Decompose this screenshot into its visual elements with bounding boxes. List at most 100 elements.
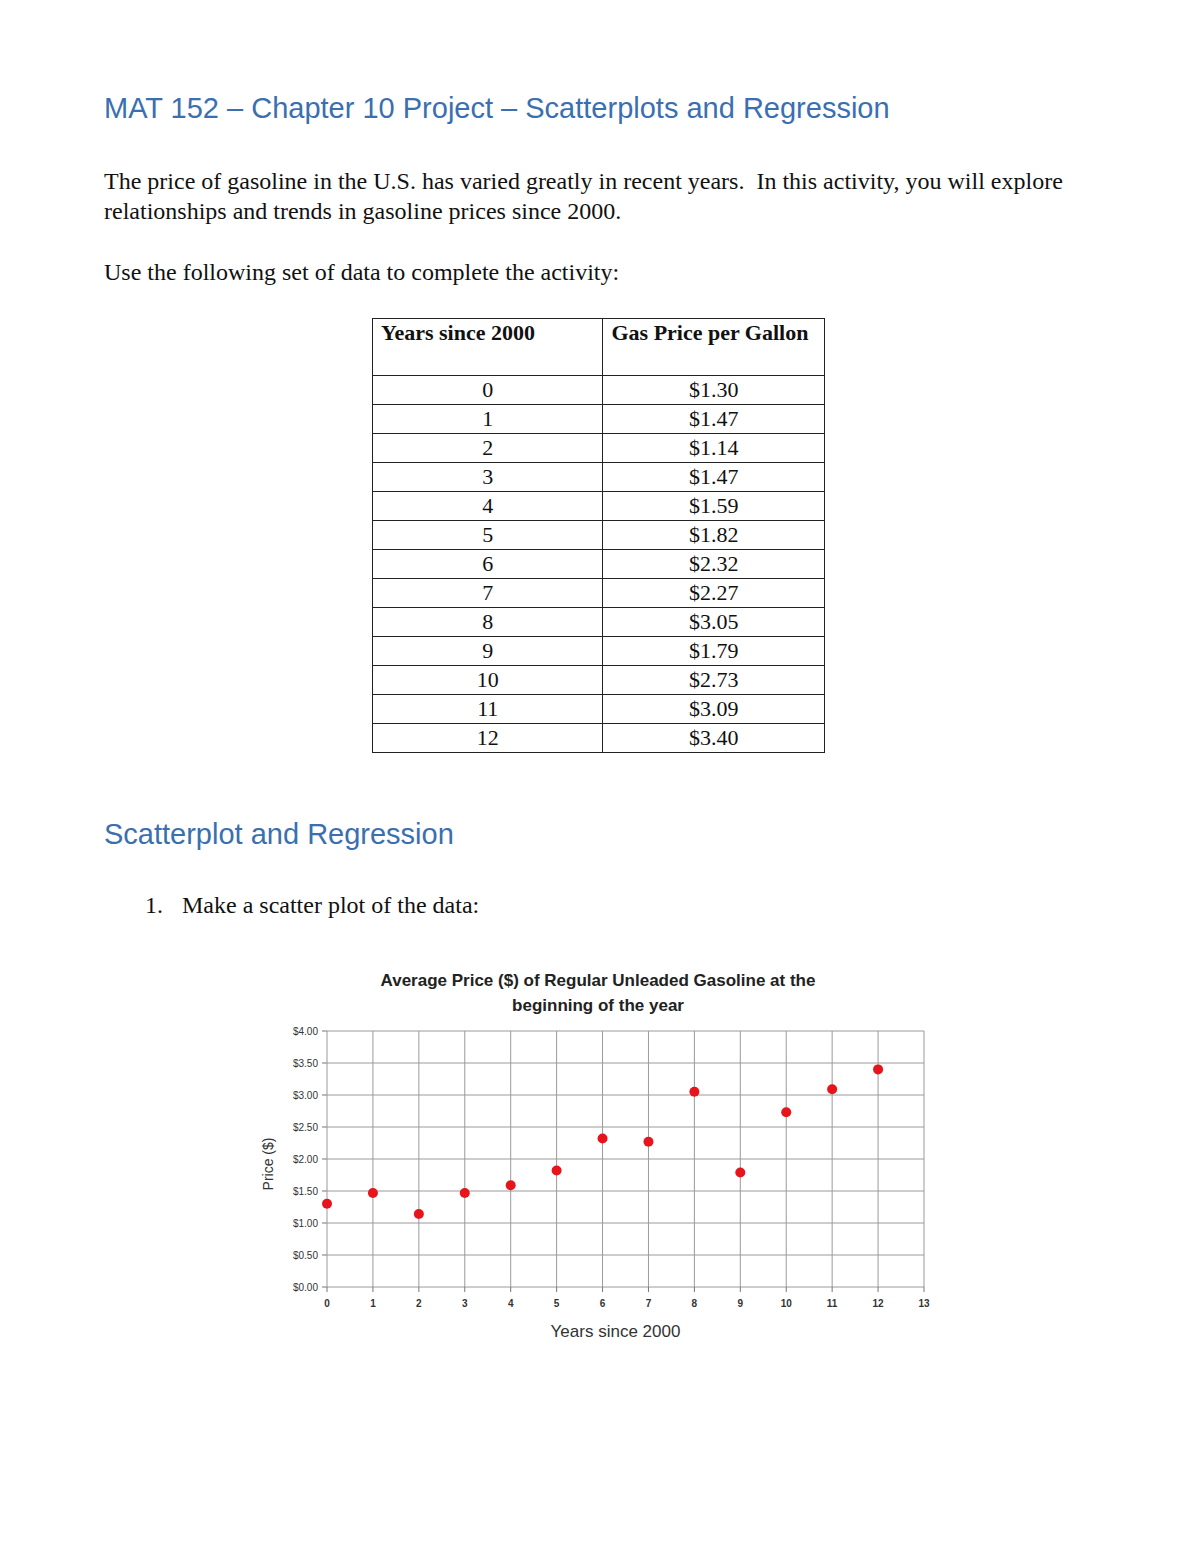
table-row: 11$3.09 bbox=[373, 695, 825, 724]
table-row: 0$1.30 bbox=[373, 376, 825, 405]
y-tick-label: $4.00 bbox=[293, 1026, 318, 1037]
x-tick bbox=[648, 1287, 649, 1292]
table-row: 8$3.05 bbox=[373, 608, 825, 637]
y-tick-label: $3.50 bbox=[293, 1058, 318, 1069]
table-row: 9$1.79 bbox=[373, 637, 825, 666]
table-cell: 11 bbox=[373, 695, 603, 724]
table-row: 4$1.59 bbox=[373, 492, 825, 521]
x-tick-label: 4 bbox=[508, 1298, 514, 1309]
table-row: 2$1.14 bbox=[373, 434, 825, 463]
instruction: Use the following set of data to complet… bbox=[104, 259, 619, 286]
y-tick bbox=[322, 1287, 327, 1288]
y-tick-label: $3.00 bbox=[293, 1090, 318, 1101]
data-point bbox=[873, 1064, 883, 1074]
data-point bbox=[827, 1084, 837, 1094]
x-tick-label: 13 bbox=[918, 1298, 930, 1309]
y-grid-line bbox=[327, 1287, 924, 1288]
x-tick-label: 11 bbox=[827, 1298, 838, 1309]
x-tick bbox=[372, 1287, 373, 1292]
x-grid-line bbox=[556, 1031, 557, 1287]
table-header-row: Years since 2000Gas Price per Gallon bbox=[373, 319, 825, 376]
x-tick-label: 12 bbox=[873, 1298, 885, 1309]
y-tick-label: $0.50 bbox=[293, 1250, 318, 1261]
y-tick bbox=[322, 1063, 327, 1064]
x-tick-label: 7 bbox=[646, 1298, 652, 1309]
x-tick bbox=[464, 1287, 465, 1292]
x-grid-line bbox=[464, 1031, 465, 1287]
table-row: 12$3.40 bbox=[373, 724, 825, 753]
table-row: 3$1.47 bbox=[373, 463, 825, 492]
table-cell: $3.09 bbox=[603, 695, 825, 724]
table-cell: $2.27 bbox=[603, 579, 825, 608]
x-grid-line bbox=[648, 1031, 649, 1287]
table-cell: $1.59 bbox=[603, 492, 825, 521]
x-tick-label: 3 bbox=[462, 1298, 468, 1309]
table-cell: 8 bbox=[373, 608, 603, 637]
table-cell: $1.82 bbox=[603, 521, 825, 550]
y-grid-line bbox=[327, 1191, 924, 1192]
x-tick-label: 1 bbox=[370, 1298, 376, 1309]
question-number: 1. bbox=[145, 892, 163, 919]
x-tick bbox=[418, 1287, 419, 1292]
table-cell: 0 bbox=[373, 376, 603, 405]
table-row: 5$1.82 bbox=[373, 521, 825, 550]
x-tick bbox=[602, 1287, 603, 1292]
y-grid-line bbox=[327, 1063, 924, 1064]
x-grid-line bbox=[602, 1031, 603, 1287]
x-grid-line bbox=[694, 1031, 695, 1287]
y-axis-label: Price ($) bbox=[260, 1138, 276, 1191]
x-tick-label: 8 bbox=[692, 1298, 698, 1309]
question-text: Make a scatter plot of the data: bbox=[182, 892, 479, 919]
table-cell: 2 bbox=[373, 434, 603, 463]
x-tick-label: 10 bbox=[781, 1298, 793, 1309]
y-tick bbox=[322, 1127, 327, 1128]
table-header-cell: Years since 2000 bbox=[373, 319, 603, 376]
y-tick-label: $1.50 bbox=[293, 1186, 318, 1197]
x-tick-label: 9 bbox=[738, 1298, 744, 1309]
x-tick-label: 5 bbox=[554, 1298, 560, 1309]
y-tick bbox=[322, 1031, 327, 1032]
x-tick bbox=[556, 1287, 557, 1292]
points-group bbox=[322, 1064, 883, 1219]
y-tick-label: $1.00 bbox=[293, 1218, 318, 1229]
x-tick bbox=[740, 1287, 741, 1292]
data-point bbox=[552, 1166, 562, 1176]
chart-svg: $0.00$0.50$1.00$1.50$2.00$2.50$3.00$3.50… bbox=[0, 0, 1200, 1547]
data-point bbox=[368, 1188, 378, 1198]
x-grid-line bbox=[372, 1031, 373, 1287]
y-tick-label: $0.00 bbox=[293, 1282, 318, 1293]
table-cell: 3 bbox=[373, 463, 603, 492]
data-point bbox=[689, 1087, 699, 1097]
table-cell: 5 bbox=[373, 521, 603, 550]
x-tick bbox=[786, 1287, 787, 1292]
intro-paragraph: The price of gasoline in the U.S. has va… bbox=[104, 166, 1069, 226]
y-tick bbox=[322, 1255, 327, 1256]
chart-title: Average Price ($) of Regular Unleaded Ga… bbox=[348, 968, 848, 1018]
table-cell: $2.73 bbox=[603, 666, 825, 695]
y-grid-line bbox=[327, 1095, 924, 1096]
x-tick bbox=[924, 1287, 925, 1292]
data-table: Years since 2000Gas Price per Gallon0$1.… bbox=[372, 318, 825, 753]
data-point bbox=[735, 1167, 745, 1177]
table-cell: $1.47 bbox=[603, 463, 825, 492]
x-axis-label: Years since 2000 bbox=[551, 1322, 681, 1341]
x-tick bbox=[327, 1287, 328, 1292]
table-cell: $1.14 bbox=[603, 434, 825, 463]
table-cell: 12 bbox=[373, 724, 603, 753]
table-row: 7$2.27 bbox=[373, 579, 825, 608]
y-tick bbox=[322, 1159, 327, 1160]
x-tick bbox=[832, 1287, 833, 1292]
data-point bbox=[414, 1209, 424, 1219]
data-point bbox=[460, 1188, 470, 1198]
data-point bbox=[781, 1107, 791, 1117]
y-grid-line bbox=[327, 1031, 924, 1032]
x-grid-line bbox=[924, 1031, 925, 1287]
table-cell: $3.05 bbox=[603, 608, 825, 637]
table-cell: $1.47 bbox=[603, 405, 825, 434]
y-tick-label: $2.50 bbox=[293, 1122, 318, 1133]
table-cell: 10 bbox=[373, 666, 603, 695]
x-tick bbox=[878, 1287, 879, 1292]
y-tick bbox=[322, 1191, 327, 1192]
page-title: MAT 152 – Chapter 10 Project – Scatterpl… bbox=[104, 92, 890, 125]
x-tick-label: 0 bbox=[324, 1298, 330, 1309]
